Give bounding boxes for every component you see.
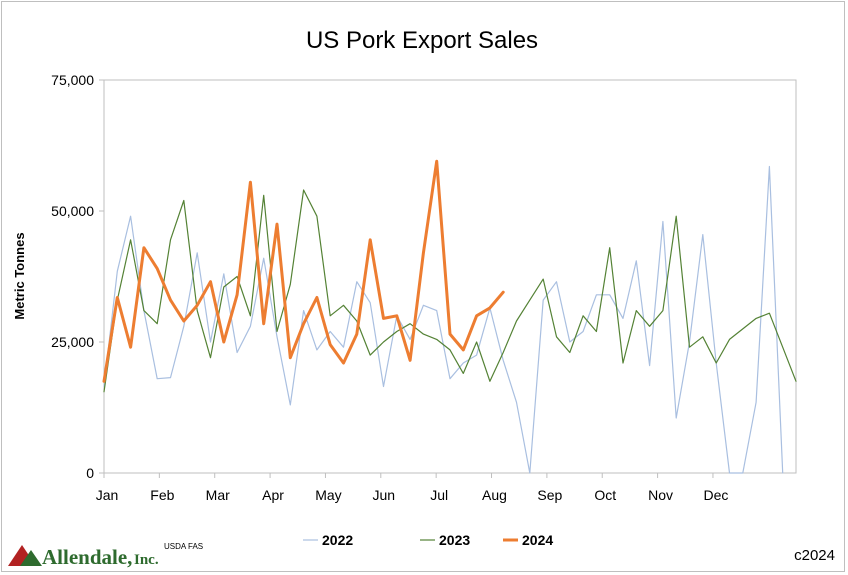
x-tick-label: Jun [373,487,396,503]
x-tick-label: Apr [262,487,284,503]
x-tick-label: May [315,487,341,503]
y-tick-label: 0 [86,465,94,481]
y-tick-label: 25,000 [51,334,94,350]
x-tick-label: Mar [206,487,230,503]
plot-border [103,79,797,474]
y-tick-label: 75,000 [51,72,94,88]
x-tick-label: Aug [482,487,507,503]
chart-title: US Pork Export Sales [306,27,538,54]
brand-name: Allendale, [42,545,132,569]
series-layer [102,159,797,474]
legend-label-2024: 2024 [522,532,553,548]
y-tick-label: 50,000 [51,203,94,219]
legend: 2022 2023 2024 [303,532,553,548]
x-tick-label: Feb [150,487,174,503]
copyright: c2024 [794,547,835,564]
x-tick-label: Jan [96,487,119,503]
legend-label-2022: 2022 [322,532,353,548]
x-tick-label: Jul [430,487,448,503]
y-axis-label: Metric Tonnes [12,232,27,319]
series-line-2024 [102,159,505,383]
x-tick-label: Oct [594,487,616,503]
x-tick-label: Dec [704,487,729,503]
series-line-2022 [103,165,784,474]
source-note: USDA FAS [164,542,203,551]
x-tick-label: Sep [537,487,562,503]
y-axis: 0 25,000 50,000 75,000 [51,72,104,481]
brand-suffix: Inc. [134,552,159,568]
series-line-2023 [103,189,797,393]
logo-mark-icon [8,545,42,566]
x-axis: Jan Feb Mar Apr May Jun Jul Aug Sep Oct Nov Dec [96,473,729,503]
plot-area [103,79,797,474]
allendale-logo: Allendale, Inc. [8,545,159,569]
legend-label-2023: 2023 [439,532,470,548]
x-tick-label: Nov [648,487,673,503]
